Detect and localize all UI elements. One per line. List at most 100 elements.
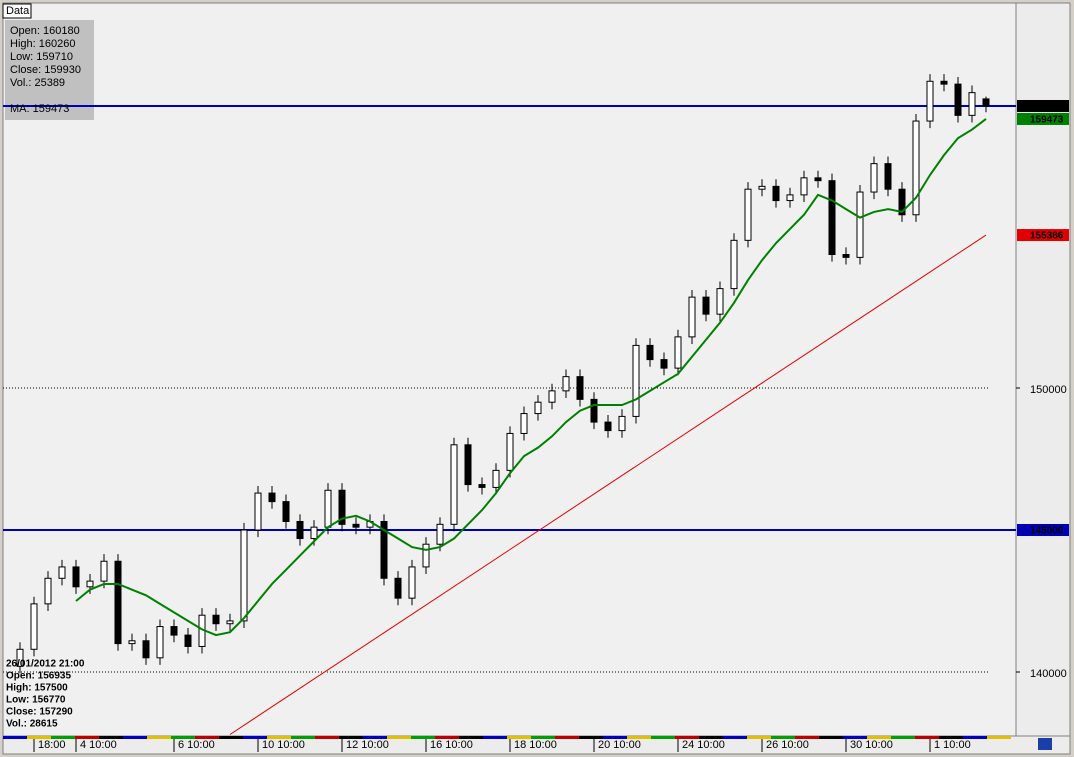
candle-body (184, 634, 192, 647)
axis-strip (651, 736, 675, 739)
axis-strip (411, 736, 435, 739)
y-tick-label: 140000 (1030, 668, 1067, 680)
candle-body (156, 626, 164, 659)
candle-body (744, 188, 752, 241)
candle-body (604, 421, 612, 432)
candle-body (100, 560, 108, 582)
axis-strip (483, 736, 507, 739)
bar-info-text: Vol.: 28615 (6, 719, 58, 730)
axis-strip (147, 736, 171, 739)
candle-body (72, 566, 80, 588)
price-label-box (1017, 524, 1069, 537)
axis-strip (987, 736, 1011, 739)
axis-strip (963, 736, 987, 739)
axis-strip (435, 736, 459, 739)
candle-body (492, 469, 500, 488)
x-tick-label: 18:00 (38, 739, 66, 751)
candle-body (632, 344, 640, 417)
candle-body (114, 560, 122, 645)
info-text: Vol.: 25389 (10, 77, 65, 89)
candle-body (142, 640, 150, 659)
candle-body (534, 401, 542, 415)
axis-strip (363, 736, 387, 739)
price-label-box (1017, 229, 1069, 242)
x-tick-label: 10 10:00 (262, 739, 305, 751)
candle-body (870, 163, 878, 193)
y-tick-label: 150000 (1030, 384, 1067, 396)
x-tick-label: 12 10:00 (346, 739, 389, 751)
info-text: High: 160260 (10, 38, 75, 50)
candle-body (940, 80, 948, 85)
candle-body (436, 523, 444, 545)
axis-strip (27, 736, 51, 739)
price-label: 159930 (1030, 102, 1064, 113)
x-tick-label: 30 10:00 (850, 739, 893, 751)
info-text: MA: 159473 (10, 103, 69, 115)
info-panel (5, 20, 94, 120)
axis-strip (627, 736, 651, 739)
bar-info-text: High: 157500 (6, 683, 68, 694)
candle-body (758, 185, 766, 190)
x-tick-label: 16 10:00 (430, 739, 473, 751)
candle-body (814, 177, 822, 182)
candle-body (898, 188, 906, 216)
axis-strip (555, 736, 579, 739)
axis-strip (195, 736, 219, 739)
candle-body (590, 398, 598, 423)
bar-info-text: Close: 157290 (6, 707, 73, 718)
axis-strip (75, 736, 99, 739)
tab-label: Data (6, 5, 30, 17)
candle-body (310, 526, 318, 540)
candle-body (562, 376, 570, 392)
candle-body (730, 239, 738, 290)
axis-strip (387, 736, 411, 739)
candle-body (338, 489, 346, 525)
candle-body (982, 98, 990, 107)
axis-strip (891, 736, 915, 739)
axis-strip (123, 736, 147, 739)
candle-body (702, 296, 710, 315)
axis-strip (459, 736, 483, 739)
candle-body (968, 92, 976, 116)
candle-body (86, 580, 94, 588)
candle-body (30, 603, 38, 650)
axis-strip (315, 736, 339, 739)
scroll-button[interactable] (1038, 738, 1052, 750)
candle-body (674, 336, 682, 369)
candle-body (212, 614, 220, 625)
candle-body (520, 413, 528, 434)
price-label-box (1017, 112, 1069, 125)
candle-body (478, 484, 486, 488)
price-label: 145000 (1030, 526, 1064, 537)
axis-strip (243, 736, 267, 739)
axis-strip (291, 736, 315, 739)
candle-body (548, 390, 556, 403)
axis-strip (171, 736, 195, 739)
candle-body (856, 191, 864, 258)
info-text: Close: 159930 (10, 64, 81, 76)
candle-body (170, 626, 178, 636)
tab[interactable] (2, 3, 32, 19)
axis-strip (939, 736, 963, 739)
trendline (229, 234, 987, 735)
candle-body (296, 520, 304, 540)
price-axis (1015, 2, 1071, 737)
candle-body (16, 648, 24, 667)
candle-body (240, 529, 248, 622)
axis-strip (579, 736, 603, 739)
candle-body (268, 492, 276, 503)
candle-body (800, 177, 808, 196)
price-label-box (1017, 99, 1069, 112)
axis-strip (819, 736, 843, 739)
candle-body (926, 80, 934, 122)
axis-strip (219, 736, 243, 739)
candle-body (716, 288, 724, 315)
candle-body (408, 566, 416, 599)
candle-body (422, 543, 430, 568)
axis-strip (51, 736, 75, 739)
candle-body (688, 296, 696, 338)
moving-average (75, 118, 987, 637)
candle-body (884, 163, 892, 190)
candle-body (44, 577, 52, 605)
